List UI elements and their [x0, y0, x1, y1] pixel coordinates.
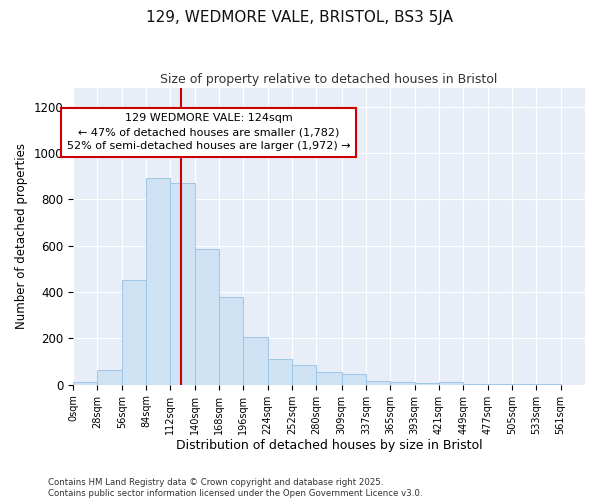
Bar	[415, 383, 439, 384]
Bar	[73, 382, 97, 384]
Bar	[195, 249, 219, 384]
Bar	[292, 365, 316, 384]
Bar	[146, 178, 170, 384]
Text: 129, WEDMORE VALE, BRISTOL, BS3 5JA: 129, WEDMORE VALE, BRISTOL, BS3 5JA	[146, 10, 454, 25]
Text: 129 WEDMORE VALE: 124sqm
← 47% of detached houses are smaller (1,782)
52% of sem: 129 WEDMORE VALE: 124sqm ← 47% of detach…	[67, 114, 350, 152]
Bar	[170, 183, 195, 384]
Y-axis label: Number of detached properties: Number of detached properties	[15, 144, 28, 330]
X-axis label: Distribution of detached houses by size in Bristol: Distribution of detached houses by size …	[176, 440, 482, 452]
Bar	[390, 382, 415, 384]
Title: Size of property relative to detached houses in Bristol: Size of property relative to detached ho…	[160, 72, 498, 86]
Bar	[316, 372, 341, 384]
Bar	[439, 382, 463, 384]
Bar	[341, 374, 366, 384]
Bar	[97, 370, 122, 384]
Bar	[244, 337, 268, 384]
Bar	[268, 359, 292, 384]
Bar	[366, 380, 390, 384]
Bar	[219, 296, 244, 384]
Text: Contains HM Land Registry data © Crown copyright and database right 2025.
Contai: Contains HM Land Registry data © Crown c…	[48, 478, 422, 498]
Bar	[122, 280, 146, 384]
